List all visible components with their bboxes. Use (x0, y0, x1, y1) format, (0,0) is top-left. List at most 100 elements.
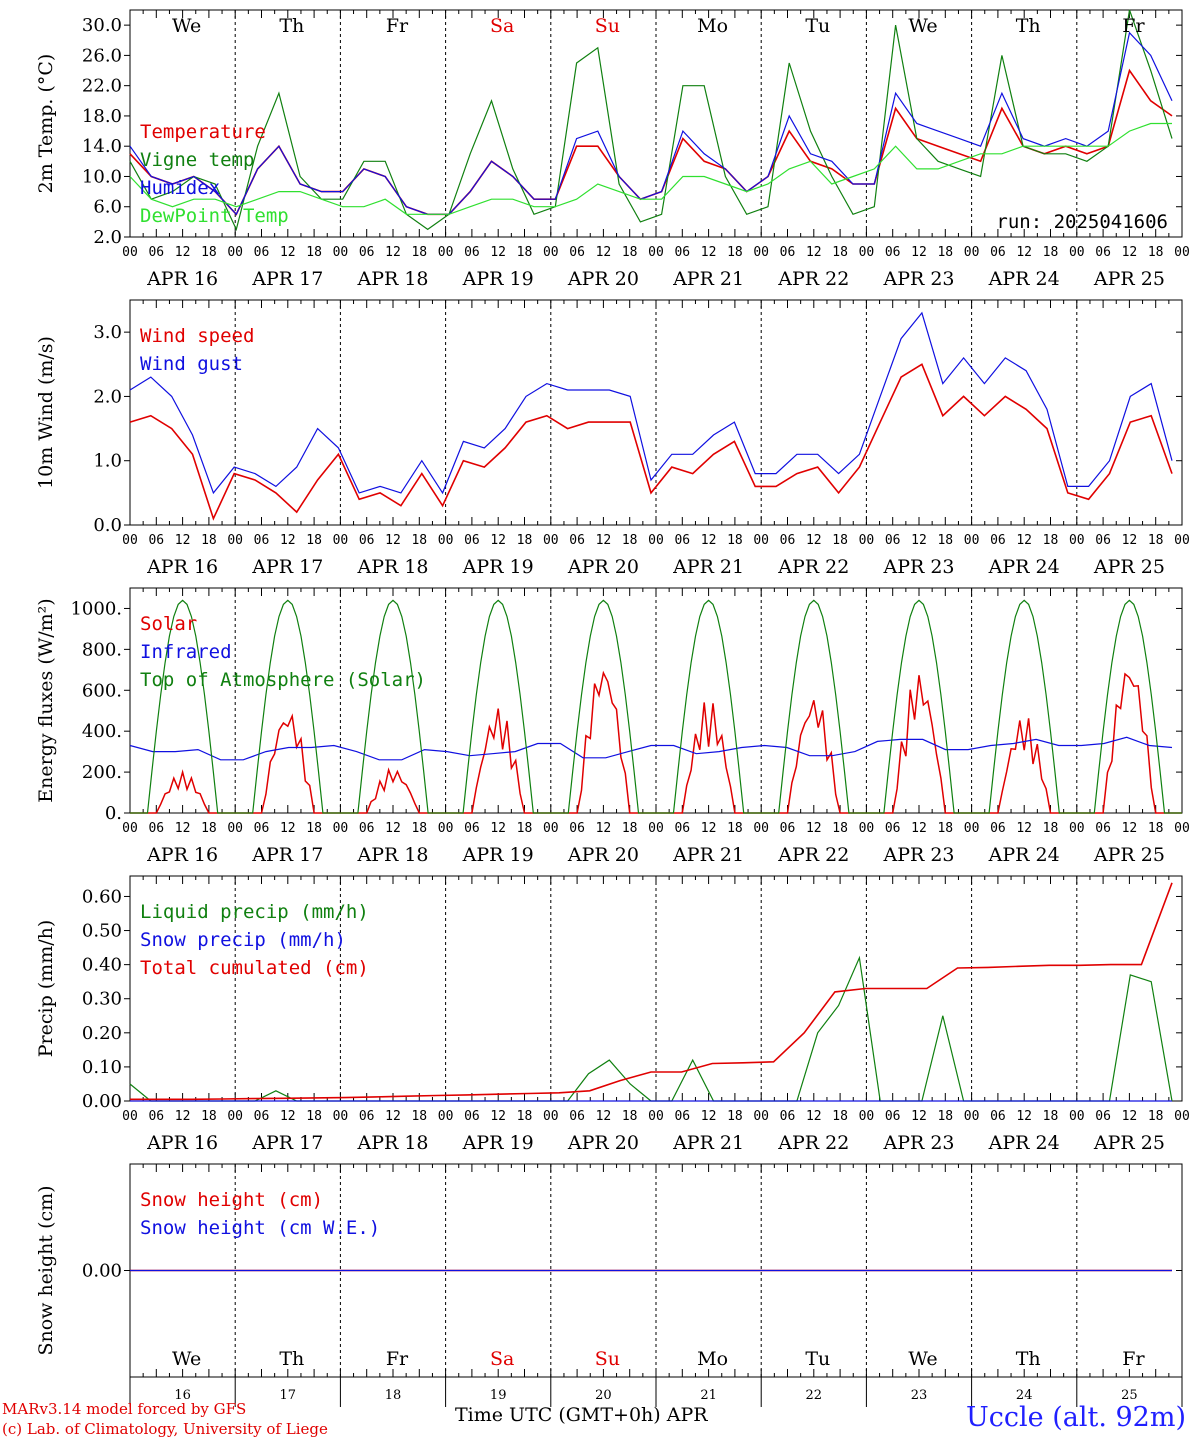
y-tick-label: 0.10 (82, 1057, 122, 1078)
x-hour-tick-label: 06 (990, 245, 1006, 260)
series-dewpoint-temp (129, 122, 1172, 215)
y-tick-label: 0.20 (82, 1023, 122, 1044)
y-tick-label: 18.0 (82, 106, 122, 127)
legend-snow-height-cm-: Snow height (cm) (140, 1189, 323, 1211)
x-hour-tick-label: 00 (227, 533, 243, 548)
legend-top-of-atmosphere-solar-: Top of Atmosphere (Solar) (140, 669, 426, 691)
y-tick-label: 400. (82, 721, 122, 742)
series-temperature (129, 68, 1173, 216)
x-hour-tick-label: 00 (1069, 245, 1085, 260)
x-hour-tick-label: 18 (622, 1109, 638, 1124)
x-hour-tick-label: 18 (727, 821, 743, 836)
x-date-label: APR 19 (462, 844, 534, 866)
x-hour-tick-label: 12 (1016, 821, 1032, 836)
x-date-label: APR 17 (251, 556, 323, 578)
x-hour-tick-label: 06 (464, 821, 480, 836)
y-tick-label: 600. (82, 680, 122, 701)
x-hour-tick-label: 12 (911, 245, 927, 260)
x-date-label: APR 21 (672, 844, 744, 866)
x-hour-tick-label: 00 (1174, 533, 1190, 548)
x-hour-tick-label: 06 (464, 1109, 480, 1124)
x-hour-tick-label: 00 (648, 1109, 664, 1124)
weekday-label: Fr (386, 15, 409, 37)
x-hour-tick-label: 06 (674, 821, 690, 836)
x-hour-tick-label: 12 (1122, 821, 1138, 836)
x-hour-tick-label: 12 (596, 245, 612, 260)
footer-model-credit: MARv3.14 model forced by GFS (2, 1400, 247, 1418)
legend-snow-height-cm-w-e-: Snow height (cm W.E.) (140, 1217, 380, 1239)
weekday-label: Fr (1122, 1348, 1145, 1370)
x-hour-tick-label: 00 (1174, 245, 1190, 260)
x-hour-tick-label: 00 (859, 821, 875, 836)
y-tick-label: 2.0 (93, 386, 122, 407)
x-day-number: 17 (280, 1388, 297, 1403)
x-hour-tick-label: 18 (727, 533, 743, 548)
x-date-label: APR 19 (462, 268, 534, 290)
x-hour-tick-label: 18 (1043, 1109, 1059, 1124)
x-hour-tick-label: 18 (832, 533, 848, 548)
x-hour-tick-label: 06 (674, 1109, 690, 1124)
x-date-label: APR 17 (251, 1132, 323, 1154)
x-date-label: APR 20 (567, 1132, 639, 1154)
x-hour-tick-label: 00 (333, 245, 349, 260)
x-hour-tick-label: 06 (569, 533, 585, 548)
x-date-label: APR 22 (777, 1132, 849, 1154)
x-hour-tick-label: 00 (1069, 821, 1085, 836)
x-hour-tick-label: 18 (1148, 245, 1164, 260)
x-hour-tick-label: 18 (727, 245, 743, 260)
x-date-label: APR 21 (672, 556, 744, 578)
x-hour-tick-label: 06 (464, 533, 480, 548)
x-hour-tick-label: 00 (753, 1109, 769, 1124)
x-hour-tick-label: 12 (175, 533, 191, 548)
weekday-label: Sa (490, 15, 514, 37)
x-hour-tick-label: 06 (885, 533, 901, 548)
x-hour-tick-label: 06 (885, 245, 901, 260)
x-hour-tick-label: 06 (359, 821, 375, 836)
weekday-label: Fr (386, 1348, 409, 1370)
x-hour-tick-label: 12 (280, 1109, 296, 1124)
x-hour-tick-label: 06 (885, 821, 901, 836)
x-hour-tick-label: 00 (753, 533, 769, 548)
x-hour-tick-label: 18 (1043, 245, 1059, 260)
x-hour-tick-label: 06 (990, 821, 1006, 836)
legend-solar: Solar (140, 613, 197, 635)
x-day-number: 19 (490, 1388, 507, 1403)
x-hour-tick-label: 06 (148, 533, 164, 548)
series-liquid-precip-mm-h- (129, 955, 1173, 1102)
x-hour-tick-label: 06 (359, 245, 375, 260)
x-hour-tick-label: 06 (359, 533, 375, 548)
x-date-label: APR 17 (251, 844, 323, 866)
panel-1 (124, 9, 1183, 238)
x-hour-tick-label: 12 (596, 1109, 612, 1124)
x-hour-tick-label: 00 (859, 245, 875, 260)
x-hour-tick-label: 12 (1016, 245, 1032, 260)
x-hour-tick-label: 18 (306, 533, 322, 548)
x-hour-tick-label: 06 (254, 821, 270, 836)
x-hour-tick-label: 06 (464, 245, 480, 260)
x-date-label: APR 19 (462, 1132, 534, 1154)
x-hour-tick-label: 12 (175, 245, 191, 260)
y-tick-label: 14.0 (82, 136, 122, 157)
y-axis-label: 2m Temp. (°C) (35, 54, 57, 194)
x-hour-tick-label: 06 (1095, 821, 1111, 836)
x-hour-tick-label: 18 (517, 245, 533, 260)
weekday-label: Mo (697, 1348, 728, 1370)
x-hour-tick-label: 18 (411, 821, 427, 836)
y-tick-label: 0.30 (82, 989, 122, 1010)
legend-wind-gust: Wind gust (140, 353, 243, 375)
x-hour-tick-label: 06 (990, 1109, 1006, 1124)
x-hour-tick-label: 06 (1095, 1109, 1111, 1124)
x-hour-tick-label: 18 (201, 245, 217, 260)
x-hour-tick-label: 12 (490, 1109, 506, 1124)
x-hour-tick-label: 06 (780, 821, 796, 836)
x-hour-tick-label: 12 (280, 821, 296, 836)
y-tick-label: 1.0 (93, 451, 122, 472)
x-hour-tick-label: 12 (701, 1109, 717, 1124)
x-date-label: APR 23 (882, 268, 954, 290)
weekday-label: We (908, 15, 937, 37)
panel-5 (124, 1163, 1183, 1407)
x-hour-tick-label: 06 (254, 1109, 270, 1124)
y-tick-label: 0.50 (82, 921, 122, 942)
x-hour-tick-label: 12 (1122, 533, 1138, 548)
